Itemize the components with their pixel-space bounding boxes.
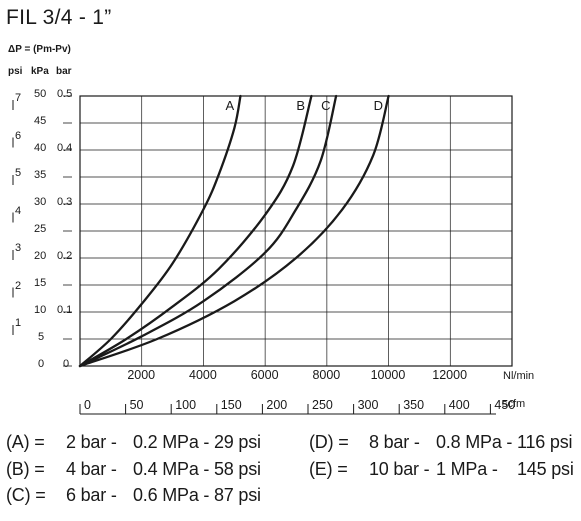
psi-tick-label: 1 <box>15 317 22 329</box>
curve-label-C: C <box>321 98 330 113</box>
legend-key: (E) = <box>309 459 348 479</box>
kpa-tick-label: 20 <box>34 250 47 262</box>
legend-mpa: 0.6 MPa - <box>133 485 210 505</box>
legend-bar: 4 bar - <box>66 459 117 479</box>
curve-label-D: D <box>374 98 383 113</box>
scfm-tick-label: 250 <box>312 398 333 412</box>
curve-label-B: B <box>296 98 305 113</box>
scfm-unit-label: scfm <box>502 398 526 410</box>
x-tick-label: 10000 <box>370 368 406 382</box>
scfm-tick-label: 350 <box>403 398 425 412</box>
bar-tick-label: 0 <box>63 358 70 370</box>
bar-unit-label: bar <box>56 66 72 77</box>
kpa-tick-label: 0 <box>38 358 45 370</box>
kpa-tick-label: 50 <box>34 88 47 100</box>
psi-tick-label: 2 <box>15 279 22 292</box>
legend-mpa: 0.4 MPa - <box>133 459 210 479</box>
legend-mpa: 0.2 MPa - <box>133 432 210 452</box>
bar-tick-label: 0.5 <box>57 88 73 100</box>
chart-title: FIL 3/4 - 1” <box>6 6 112 29</box>
kpa-tick-label: 25 <box>34 223 47 235</box>
scfm-tick-label: 0 <box>84 398 91 412</box>
legend-key: (B) = <box>6 459 45 479</box>
curve-B <box>78 94 313 368</box>
legend-psi: 145 psi <box>517 459 574 479</box>
scfm-tick-label: 150 <box>220 398 242 412</box>
psi-tick-label: 4 <box>15 204 22 217</box>
curve-C <box>78 94 338 368</box>
legend-mpa: 0.8 MPa - <box>436 432 513 452</box>
psi-tick-label: 3 <box>15 242 22 254</box>
psi-tick-label: 7 <box>15 92 22 104</box>
scfm-tick-label: 100 <box>175 398 197 412</box>
legend-psi: 29 psi <box>214 432 261 452</box>
scfm-tick-label: 400 <box>448 398 470 412</box>
kpa-tick-label: 10 <box>34 304 47 316</box>
scfm-tick-label: 200 <box>266 398 288 412</box>
psi-tick-label: 5 <box>15 167 22 179</box>
chart-axes <box>12 95 513 415</box>
legend-bar: 10 bar - <box>369 459 430 479</box>
kpa-tick-label: 35 <box>34 169 47 181</box>
x-tick-label: 4000 <box>189 368 217 382</box>
legend-psi: 116 psi <box>517 432 573 452</box>
kpa-tick-label: 5 <box>38 331 45 343</box>
legend-bar: 8 bar - <box>369 432 420 452</box>
legend-bar: 6 bar - <box>66 485 117 505</box>
kpa-unit-label: kPa <box>31 66 49 77</box>
chart-curves: A B C D <box>78 94 390 368</box>
x-tick-label: 6000 <box>250 368 279 382</box>
kpa-tick-label: 40 <box>34 142 47 154</box>
bar-tick-label: 0.4 <box>57 142 73 154</box>
curve-A <box>78 94 242 368</box>
psi-tick-label: 6 <box>15 129 22 142</box>
legend-key: (A) = <box>6 432 45 452</box>
scfm-tick-label: 450 <box>494 398 516 412</box>
legend-key: (D) = <box>309 432 349 452</box>
legend-psi: 58 psi <box>214 459 261 479</box>
curve-D <box>78 94 390 368</box>
bar-tick-label: 0.1 <box>57 304 73 316</box>
scfm-tick-label: 300 <box>357 398 379 412</box>
legend-mpa: 1 MPa - <box>436 459 498 479</box>
plot-frame <box>79 95 513 367</box>
curve-label-A: A <box>225 98 234 113</box>
scfm-tick-label: 50 <box>129 398 144 412</box>
delta-p-label: ΔP = (Pm-Pv) <box>8 44 71 55</box>
x-tick-label: 12000 <box>432 368 468 382</box>
bar-tick-label: 0.3 <box>57 196 73 208</box>
legend-psi: 87 psi <box>214 485 261 505</box>
legend-bar: 2 bar - <box>66 432 117 452</box>
x-tick-label: 8000 <box>312 368 341 382</box>
psi-unit-label: psi <box>8 66 23 77</box>
legend-key: (C) = <box>6 485 46 505</box>
bar-tick-label: 0.2 <box>57 250 73 262</box>
kpa-tick-label: 45 <box>34 115 47 127</box>
x-tick-label: 2000 <box>127 368 156 382</box>
kpa-tick-label: 15 <box>34 277 47 289</box>
x-unit-label: Nl/min <box>503 370 535 382</box>
kpa-tick-label: 30 <box>34 196 47 208</box>
